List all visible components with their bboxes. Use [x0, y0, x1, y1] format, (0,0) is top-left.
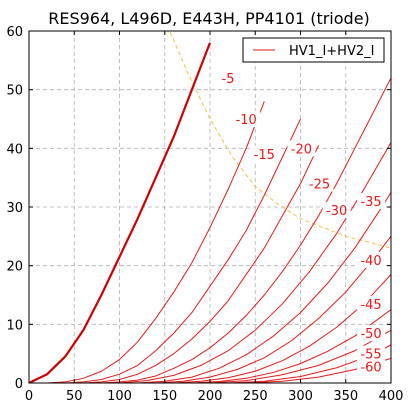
plate-curve-neg35	[155, 236, 391, 383]
x-tick-label: 200	[198, 389, 223, 404]
curve-label: -5	[222, 72, 235, 87]
x-tick-label: 100	[107, 389, 132, 404]
curve-label-bg	[305, 175, 334, 192]
legend-label: HV1_I+HV2_I	[289, 44, 374, 59]
plate-curve-neg15	[83, 145, 320, 383]
plate-curve-neg10	[65, 118, 301, 383]
curve-label: -30	[326, 204, 347, 219]
x-tick-label: 0	[25, 389, 33, 404]
power-limit-line	[169, 31, 391, 249]
curve-label: -20	[291, 142, 312, 157]
curve-label: -10	[236, 113, 257, 128]
y-tick-label: 30	[6, 201, 23, 216]
x-tick-label: 350	[333, 389, 358, 404]
curve-label-bg	[357, 358, 386, 375]
plate-curves	[29, 42, 391, 383]
y-tick-label: 50	[6, 84, 23, 99]
curve-label-bg	[357, 325, 386, 342]
curve-label: -40	[360, 254, 381, 269]
y-tick-label: 10	[6, 318, 23, 333]
legend: HV1_I+HV2_I	[242, 37, 385, 63]
x-tick-label: 50	[66, 389, 83, 404]
y-tick-label: 0	[15, 377, 23, 392]
legend-box	[242, 37, 385, 63]
curve-label: -25	[309, 178, 330, 193]
curve-label-bg	[357, 345, 386, 362]
plate-curve-neg30	[137, 192, 391, 383]
curve-label-bg	[322, 201, 351, 218]
curve-label: -35	[360, 195, 381, 210]
curve-label-bg	[357, 193, 386, 210]
plate-curve-neg45	[191, 309, 391, 383]
curve-label: -50	[360, 327, 381, 342]
curve-label: -45	[360, 298, 381, 313]
curve-label-bg	[250, 146, 279, 163]
x-tick-label: 150	[152, 389, 177, 404]
curve-label-bg	[357, 251, 386, 268]
y-tick-label: 40	[6, 142, 23, 157]
y-tick-label: 60	[6, 25, 23, 40]
power-limit-curve	[169, 31, 391, 249]
x-tick-label: 300	[288, 389, 313, 404]
plate-curve-neg25	[119, 142, 391, 383]
y-tick-label: 20	[6, 260, 23, 275]
curve-label: -60	[360, 361, 381, 376]
plate-curve-zero	[29, 42, 212, 383]
curve-label-bg	[232, 111, 261, 127]
curve-label-bg	[287, 140, 316, 157]
curve-label-bg	[357, 295, 386, 312]
plate-curve-neg20	[101, 77, 391, 383]
curve-label: -15	[254, 148, 275, 163]
plate-curve-neg5	[47, 101, 265, 383]
x-tick-label: 400	[379, 389, 404, 404]
curve-label-bg	[218, 69, 239, 86]
curve-labels: -5-10-15 -20-25-30-35-40-45-50-55-60	[218, 69, 386, 376]
x-tick-label: 250	[243, 389, 268, 404]
plot-frame	[28, 30, 392, 384]
chart-title: RES964, L496D, E443H, PP4101 (triode)	[48, 9, 370, 28]
